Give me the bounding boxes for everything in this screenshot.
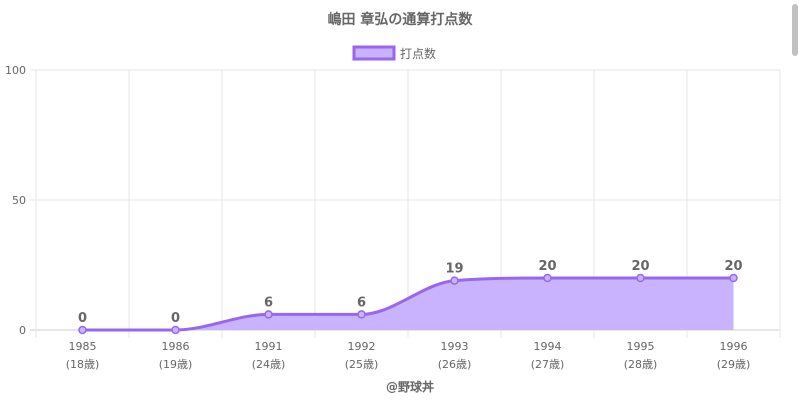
data-point xyxy=(729,273,738,283)
x-tick-age-label: (26歳) xyxy=(438,358,472,371)
x-tick-label: 1985 xyxy=(69,340,97,353)
y-tick-label-50: 50 xyxy=(12,194,26,207)
x-tick-age-label: (25歳) xyxy=(345,358,379,371)
x-tick-age-label: (18歳) xyxy=(66,358,100,371)
data-point xyxy=(357,310,366,319)
x-tick-label: 1992 xyxy=(348,340,376,353)
data-label: 20 xyxy=(724,259,742,274)
y-tick-label-100: 100 xyxy=(5,64,26,77)
data-point xyxy=(171,325,180,335)
y-tick-label-0: 0 xyxy=(19,324,26,337)
y-axis: 0 50 100 xyxy=(5,64,26,337)
data-point xyxy=(450,276,459,285)
x-tick-label: 1986 xyxy=(162,340,190,353)
x-tick-label: 1993 xyxy=(441,340,469,353)
x-tick-age-label: (27歳) xyxy=(531,358,565,371)
x-tick-label: 1991 xyxy=(255,340,283,353)
series-line xyxy=(82,276,734,332)
x-tick-age-label: (24歳) xyxy=(252,358,286,371)
legend-label: 打点数 xyxy=(400,46,436,61)
x-tick-label: 1995 xyxy=(627,340,655,353)
x-tick-age-label: (28歳) xyxy=(624,358,658,371)
chart-title: 嶋田 章弘の通算打点数 xyxy=(328,11,474,28)
data-label: 6 xyxy=(264,295,273,310)
credit-text: @野球丼 xyxy=(386,379,434,394)
scrollbar-thumb[interactable] xyxy=(792,4,798,56)
data-point xyxy=(636,273,645,283)
x-tick-label: 1996 xyxy=(720,340,748,353)
x-axis: 1985 (18歳) 1986 (19歳) 1991 (24歳) 1992 (25歳) 1993… xyxy=(66,340,751,371)
data-label: 20 xyxy=(631,259,649,274)
data-label: 0 xyxy=(78,311,87,326)
x-tick-label: 1994 xyxy=(534,340,562,353)
data-point xyxy=(543,273,552,283)
data-label: 6 xyxy=(357,295,366,310)
legend-swatch xyxy=(352,45,396,61)
x-tick-age-label: (19歳) xyxy=(159,358,193,371)
series-rbi xyxy=(78,273,738,335)
data-label: 0 xyxy=(171,311,180,326)
data-labels: 0 0 6 6 19 20 20 20 xyxy=(78,259,743,326)
x-tick-age-label: (29歳) xyxy=(717,358,751,371)
legend[interactable]: 打点数 xyxy=(352,45,436,61)
data-label: 19 xyxy=(445,262,463,277)
data-point xyxy=(264,310,273,319)
data-point xyxy=(78,325,87,335)
data-label: 20 xyxy=(538,259,556,274)
